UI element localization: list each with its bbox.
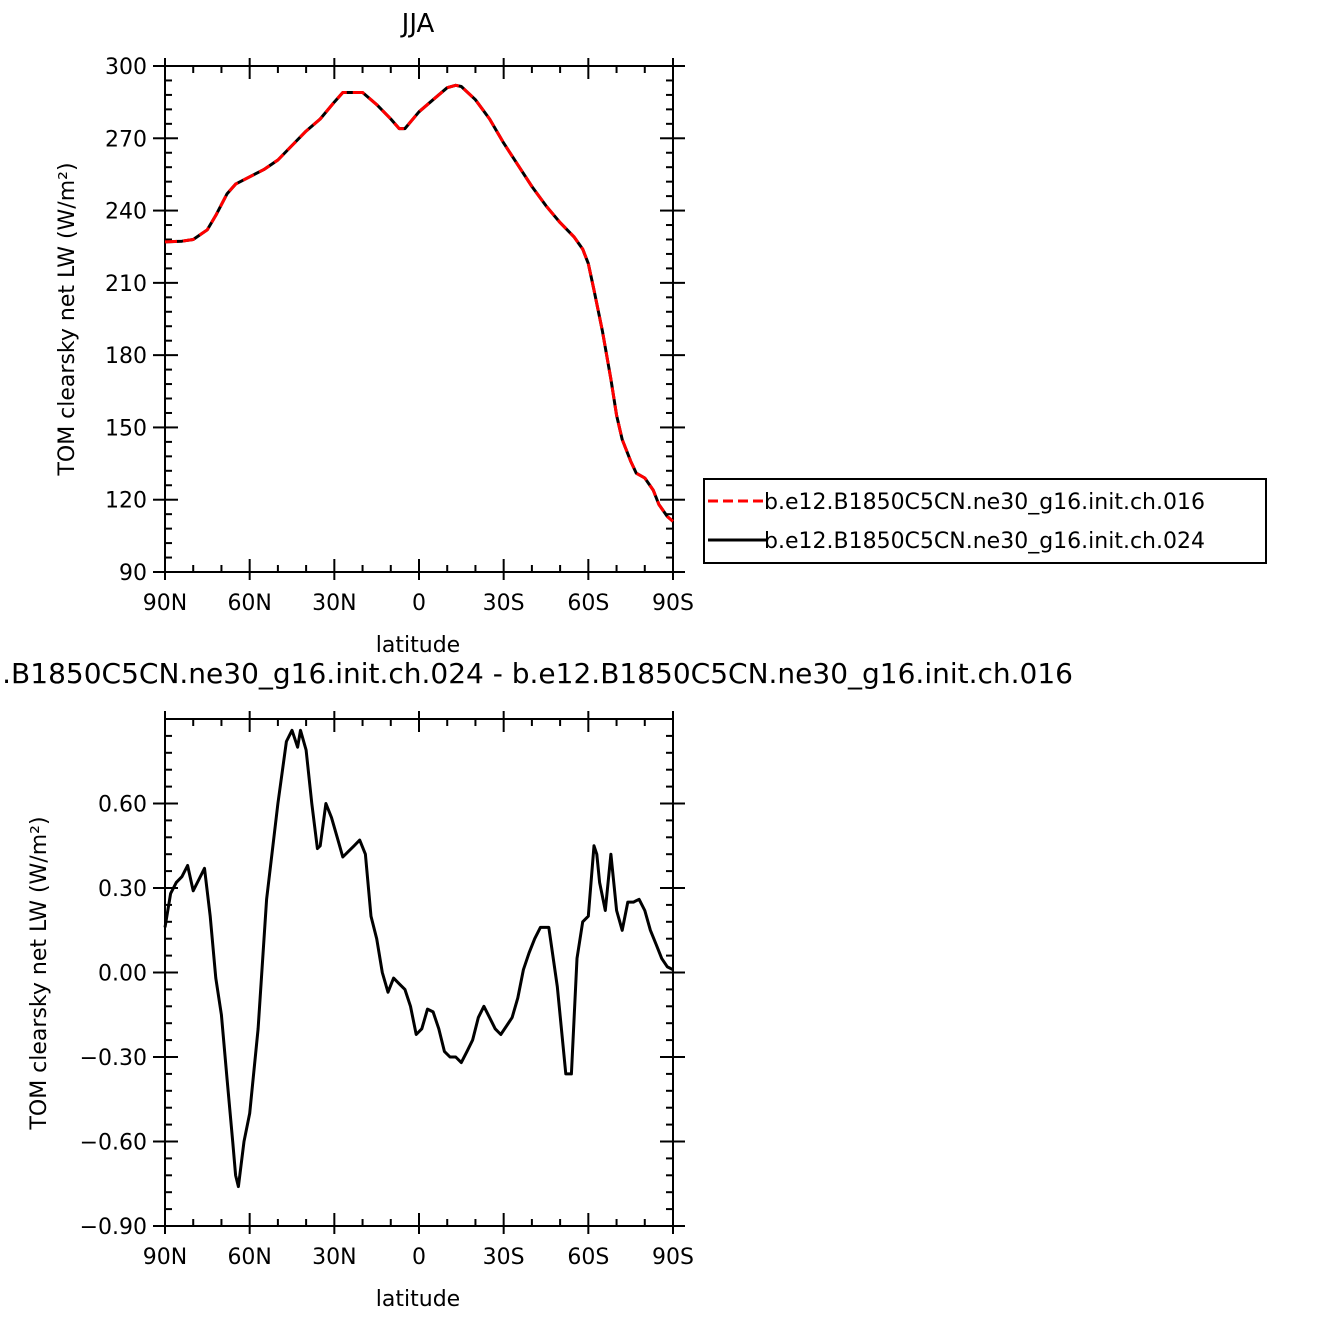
- y-tick-label: 150: [105, 416, 147, 441]
- legend-label-series-1: b.e12.B1850C5CN.ne30_g16.init.ch.016: [764, 490, 1205, 515]
- bottom-y-axis-label: TOM clearsky net LW (W/m²): [27, 816, 52, 1130]
- top-y-axis-label: TOM clearsky net LW (W/m²): [55, 162, 80, 476]
- x-tick-label: 0: [412, 591, 426, 616]
- legend-box: [703, 478, 1267, 564]
- y-tick-label: −0.30: [80, 1046, 147, 1071]
- y-tick-label: 0.00: [98, 962, 147, 987]
- x-tick-label: 90N: [143, 1245, 187, 1270]
- top-chart-title: JJA: [400, 9, 435, 39]
- y-tick-label: 120: [105, 489, 147, 514]
- bottom-x-axis-label: latitude: [376, 1287, 460, 1312]
- x-tick-label: 60N: [227, 1245, 271, 1270]
- y-tick-label: 240: [105, 200, 147, 225]
- x-tick-label: 30S: [483, 591, 525, 616]
- plot-frame: [164, 718, 674, 1227]
- legend: b.e12.B1850C5CN.ne30_g16.init.ch.016 b.e…: [703, 478, 1267, 564]
- plot-frame: [164, 65, 674, 573]
- bottom-plot-area: 90N 60N 30N 0 30S 60S 90S −0.90 −0.60 −0.30 0.00 0.…: [80, 711, 694, 1270]
- y-tick-label: 210: [105, 272, 147, 297]
- x-tick-label: 60S: [567, 1245, 609, 1270]
- x-tick-label: 30S: [483, 1245, 525, 1270]
- series-line-1: [163, 728, 674, 1189]
- bottom-panel: b.e12.B1850C5CN.ne30_g16.init.ch.024 - b…: [0, 657, 1073, 1312]
- y-tick-label: −0.90: [80, 1215, 147, 1240]
- y-tick-label: 300: [105, 55, 147, 80]
- y-tick-label: 0.60: [98, 793, 147, 818]
- legend-label-series-2: b.e12.B1850C5CN.ne30_g16.init.ch.024: [764, 529, 1205, 554]
- y-tick-label: 270: [105, 127, 147, 152]
- top-x-axis-label: latitude: [376, 633, 460, 658]
- x-tick-label: 60S: [567, 591, 609, 616]
- x-tick-label: 60N: [227, 591, 271, 616]
- x-tick-label: 30N: [312, 591, 356, 616]
- x-tick-label: 90S: [652, 1245, 694, 1270]
- y-tick-label: 0.30: [98, 877, 147, 902]
- y-tick-label: 180: [105, 344, 147, 369]
- x-tick-label: 0: [412, 1245, 426, 1270]
- bottom-chart-title: b.e12.B1850C5CN.ne30_g16.init.ch.024 - b…: [0, 657, 1073, 690]
- y-tick-label: −0.60: [80, 1131, 147, 1156]
- top-plot-area: 90N 60N 30N 0 30S 60S 90S 90 120 150 180 210 240 270 3…: [105, 55, 694, 616]
- x-tick-label: 30N: [312, 1245, 356, 1270]
- top-panel: JJA 90N 60N 30N 0 30S 60S 90S 90 120 150 180 210 240…: [55, 9, 1267, 658]
- x-tick-label: 90S: [652, 591, 694, 616]
- y-tick-label: 90: [119, 561, 147, 586]
- x-tick-label: 90N: [143, 591, 187, 616]
- series-line-2: [164, 83, 674, 523]
